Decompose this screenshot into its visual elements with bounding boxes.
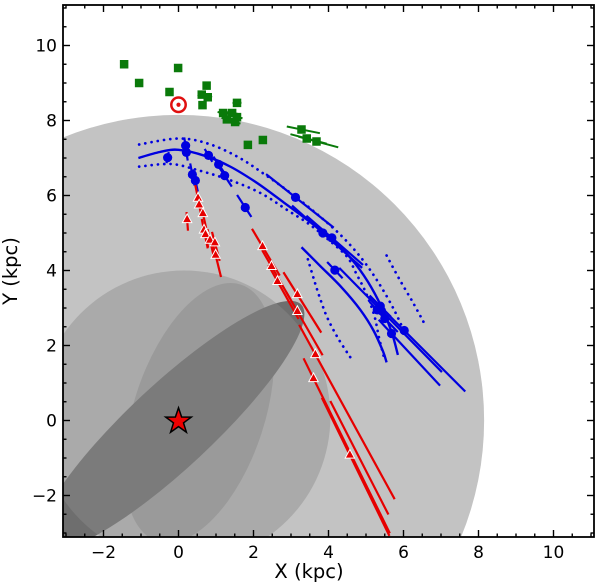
plot-area (63, 60, 485, 537)
red-sources-marker (291, 304, 303, 315)
blue-arm-sources-marker (318, 228, 328, 238)
inner-region-overlay (63, 270, 331, 537)
x-tick-label: 4 (323, 543, 334, 563)
red-sources-marker (209, 236, 221, 247)
red-sources-marker (344, 448, 356, 459)
blue-arm-sources-marker (330, 265, 340, 275)
red-sources-marker (197, 206, 209, 218)
blue-arm-sources-marker (190, 175, 200, 186)
x-tick-label: 8 (473, 543, 484, 563)
blue-arm-fit-secondary (300, 246, 388, 363)
blue-arm-width-far-dotted (385, 254, 426, 325)
blue-arm-sources-errorbar (291, 204, 363, 269)
green-clusters-marker (165, 87, 174, 97)
chart-root: −2 0 2 4 6 8 10 −2 0 2 4 6 8 10 (32, 4, 595, 563)
blue-arm-sources-errorbar (338, 267, 443, 373)
y-tick-label: 0 (46, 412, 57, 432)
blue-arm-sources-marker (380, 313, 390, 324)
y-tick-label: 2 (46, 337, 57, 357)
blue-arm-sources-marker (214, 159, 224, 169)
green-clusters-marker (297, 125, 306, 134)
red-sources-marker (309, 347, 321, 359)
x-axis-label: X (kpc) (274, 560, 343, 583)
red-sources-marker (291, 287, 303, 299)
green-clusters-marker (312, 137, 321, 146)
sun-symbol (170, 96, 187, 114)
red-sources-errorbar (302, 357, 391, 534)
green-clusters-marker (119, 60, 129, 69)
red-sources-marker (307, 371, 320, 383)
red-sources-marker (193, 198, 205, 209)
green-clusters-marker (222, 115, 232, 124)
blue-arm-sources-marker (386, 328, 397, 339)
y-tick-label: 10 (35, 37, 57, 57)
red-sources-errorbar (320, 397, 391, 537)
red-sources-marker (256, 239, 269, 251)
red-sources-errorbar (211, 243, 223, 278)
y-tick-label: 6 (46, 187, 57, 207)
red-sources-marker (271, 274, 284, 285)
green-clusters-marker (232, 98, 242, 108)
y-tick-label: 8 (46, 112, 57, 132)
sun-circle (170, 96, 187, 114)
red-sources-marker (265, 259, 278, 270)
x-tick-label: 10 (543, 543, 565, 563)
blue-arm-width-inner-dotted (137, 162, 387, 362)
blue-arm-sources-marker (220, 171, 230, 181)
blue-arm-sources-marker (399, 325, 409, 336)
green-clusters-marker (203, 93, 212, 102)
blue-arm-sources-errorbar (265, 173, 335, 229)
red-bare-sightlines-errorbar (329, 400, 390, 516)
green-clusters-marker (197, 90, 206, 99)
green-clusters-marker (218, 108, 228, 118)
y-tick-label: −2 (32, 487, 57, 507)
blue-arm-sources-marker (203, 150, 214, 160)
y-axis-label: Y (kpc) (0, 237, 22, 306)
blue-arm-sources-marker (372, 305, 382, 315)
green-clusters-marker (227, 108, 237, 118)
blue-arm-sources-marker (181, 147, 191, 157)
green-clusters-marker (232, 112, 242, 122)
green-clusters-marker (202, 81, 211, 90)
red-sources-errorbar (282, 271, 323, 334)
blue-arm-sources-marker (290, 192, 301, 202)
green-clusters-marker (258, 135, 268, 145)
galactic-center-star (163, 405, 194, 435)
blue-arm-width-left-dotted (306, 257, 353, 360)
green-clusters-marker (302, 134, 311, 143)
green-clusters-marker (243, 140, 253, 150)
red-sources-errorbar (261, 249, 292, 300)
blue-arm-sources-marker (327, 233, 337, 243)
blue-arm-sources-marker (240, 202, 250, 213)
x-tick-label: −2 (91, 543, 116, 563)
green-clusters-marker (134, 78, 144, 88)
green-clusters-marker (230, 117, 240, 127)
y-tick-label: 4 (46, 262, 57, 282)
red-sources-marker (199, 227, 212, 239)
red-sources-marker (181, 212, 193, 224)
green-clusters-marker (198, 100, 207, 110)
x-tick-label: 6 (398, 543, 409, 563)
galactic-bar-ellipse (63, 300, 305, 537)
x-tick-label: 0 (173, 543, 184, 563)
blue-arm-sources-marker (181, 141, 191, 151)
red-sources-errorbar (285, 291, 324, 356)
blue-arm-sources-marker (163, 153, 173, 163)
x-tick-label: 2 (248, 543, 259, 563)
sun-dot (176, 102, 181, 107)
red-sources-errorbar (267, 264, 300, 320)
red-sources-marker (210, 248, 222, 259)
green-clusters-marker (173, 63, 183, 73)
